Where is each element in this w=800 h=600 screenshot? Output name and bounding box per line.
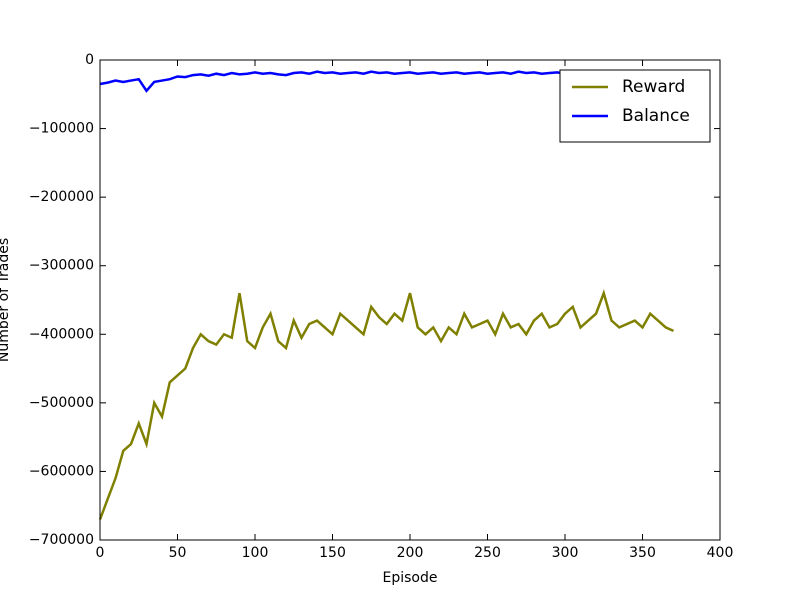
y-tick-label: −600000 (29, 463, 94, 479)
x-tick-label: 200 (397, 545, 424, 561)
series-line (98, 289, 675, 520)
y-tick-label: −200000 (29, 189, 94, 205)
x-tick-label: 250 (474, 545, 501, 561)
x-tick-label: 150 (319, 545, 346, 561)
y-axis-label: Number of Trades (0, 238, 12, 362)
legend: Reward Balance (559, 69, 711, 143)
legend-label: Reward (622, 77, 685, 97)
x-tick-label: 100 (242, 545, 269, 561)
x-tick-label: 350 (629, 545, 656, 561)
x-tick-label: 400 (707, 545, 734, 561)
legend-frame (559, 69, 711, 143)
y-tick-label: −400000 (29, 326, 94, 342)
y-tick-label: 0 (85, 52, 94, 68)
y-tick-label: −500000 (29, 395, 94, 411)
x-axis-label: Episode (383, 570, 438, 586)
x-tick-label: 0 (96, 545, 105, 561)
y-tick-label: −700000 (29, 532, 94, 548)
y-tick-label: −300000 (29, 258, 94, 274)
x-tick-label: 300 (552, 545, 579, 561)
x-tick-label: 50 (169, 545, 187, 561)
y-tick-label: −100000 (29, 121, 94, 137)
legend-label: Balance (622, 106, 690, 126)
